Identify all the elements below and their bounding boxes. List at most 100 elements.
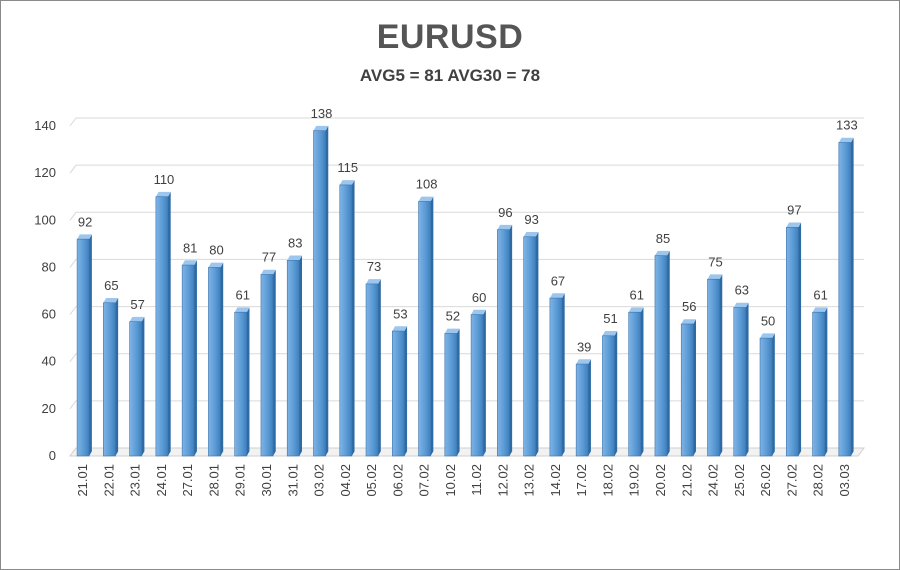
x-tick-label: 05.02 [364, 464, 379, 497]
x-tick-label: 14.02 [548, 464, 563, 497]
data-label: 85 [656, 231, 670, 246]
x-tick-label: 27.02 [784, 464, 799, 497]
y-tick-label: 20 [42, 401, 56, 416]
data-label: 50 [761, 313, 775, 328]
x-tick-label: 04.02 [338, 464, 353, 497]
x-tick-label: 07.02 [417, 464, 432, 497]
x-tick-label: 19.02 [627, 464, 642, 497]
bar [759, 333, 775, 457]
bar [549, 293, 565, 457]
y-tick-label: 140 [34, 118, 56, 133]
data-labels: 92 65 57 110 81 80 61 77 83 138 115 73 53 108 52 60 96 93… [78, 106, 858, 354]
x-tick-label: 28.01 [206, 464, 221, 497]
bar [76, 234, 92, 457]
bar [418, 196, 434, 457]
data-label: 53 [393, 306, 407, 321]
bar [286, 255, 303, 457]
bar [129, 316, 145, 457]
x-tick-label: 30.01 [259, 464, 274, 497]
bar [733, 302, 749, 457]
bar [575, 359, 591, 457]
x-tick-label: 11.02 [469, 464, 484, 496]
bar [339, 180, 355, 457]
gridline [69, 211, 864, 221]
x-tick-label: 06.02 [390, 464, 405, 497]
y-axis-ticks: 0 20 40 60 80 100 120 140 [34, 118, 56, 463]
x-tick-label: 22.01 [101, 464, 116, 497]
data-label: 75 [708, 254, 722, 269]
gridline [69, 117, 864, 127]
bar [208, 262, 224, 457]
bar [628, 307, 644, 457]
data-label: 56 [682, 299, 696, 314]
x-tick-label: 23.01 [128, 464, 143, 497]
x-tick-label: 24.01 [154, 464, 169, 497]
gridline [69, 400, 864, 410]
bar [444, 328, 460, 457]
gridline [69, 164, 864, 174]
data-label: 93 [524, 212, 538, 227]
bars [76, 125, 854, 457]
bar [838, 137, 854, 457]
x-tick-label: 20.02 [653, 464, 668, 497]
x-tick-label: 25.02 [732, 464, 747, 497]
bar [313, 125, 329, 457]
data-label: 138 [311, 106, 333, 121]
bar [523, 231, 539, 457]
x-tick-label: 03.02 [312, 464, 327, 497]
x-tick-label: 21.01 [75, 464, 90, 497]
bar [680, 319, 697, 457]
x-tick-label: 28.02 [811, 464, 826, 497]
data-label: 92 [78, 214, 92, 229]
bar [497, 224, 513, 457]
gridline [69, 353, 864, 363]
data-label: 39 [577, 339, 591, 354]
bar [155, 191, 171, 457]
data-label: 67 [551, 273, 565, 288]
data-label: 83 [288, 236, 302, 251]
data-label: 61 [235, 287, 249, 302]
bar [260, 269, 276, 457]
data-label: 115 [337, 160, 358, 175]
data-label: 133 [836, 118, 858, 133]
gridline [69, 306, 864, 315]
x-tick-label: 21.02 [679, 464, 694, 497]
data-label: 60 [472, 290, 486, 305]
data-label: 81 [183, 240, 197, 255]
x-axis-ticks: 21.01 22.01 23.01 24.01 27.01 28.01 29.01 30.01… [75, 464, 852, 497]
bar [470, 309, 486, 457]
y-tick-label: 0 [49, 448, 56, 463]
x-tick-label: 17.02 [574, 464, 589, 497]
data-label: 51 [603, 311, 617, 326]
bar [234, 307, 250, 457]
data-label: 96 [498, 205, 512, 220]
bar [785, 222, 802, 457]
y-tick-label: 40 [42, 354, 56, 369]
x-tick-label: 24.02 [706, 464, 721, 497]
bar [707, 274, 723, 457]
x-tick-label: 10.02 [443, 464, 458, 497]
data-label: 57 [130, 297, 144, 312]
x-tick-label: 12.02 [495, 464, 510, 497]
bar [812, 307, 828, 457]
y-tick-label: 120 [34, 165, 56, 180]
data-label: 65 [104, 278, 118, 293]
data-label: 52 [446, 309, 460, 324]
data-label: 97 [787, 203, 801, 218]
chart-title: EURUSD [376, 18, 524, 56]
y-tick-label: 60 [42, 307, 56, 322]
gridline [69, 258, 864, 268]
data-label: 73 [367, 259, 381, 274]
x-tick-label: 31.01 [285, 464, 300, 497]
bar [181, 260, 197, 457]
data-label: 108 [416, 177, 438, 192]
chart-subtitle: AVG5 = 81 AVG30 = 78 [359, 66, 541, 85]
y-tick-label: 80 [42, 259, 56, 274]
bar [103, 297, 119, 457]
data-label: 61 [629, 287, 643, 302]
data-label: 110 [154, 172, 175, 187]
x-tick-label: 13.02 [522, 464, 537, 497]
y-tick-label: 100 [34, 212, 56, 227]
